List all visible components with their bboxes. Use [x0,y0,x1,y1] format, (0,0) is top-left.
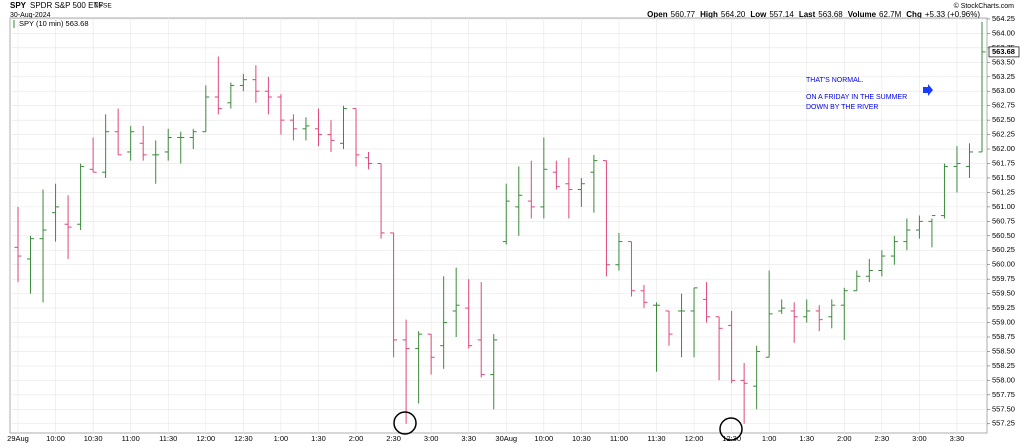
y-tick-label: 563.25 [992,72,1015,81]
y-tick-label: 559.50 [992,289,1015,298]
x-tick-label: 3:00 [424,434,439,443]
arrow [923,84,933,96]
x-tick-label: 11:00 [610,434,628,443]
quote-label: Last [799,10,816,19]
x-tick-label: 3:00 [912,434,927,443]
x-tick-label: 12:30 [722,434,741,443]
y-tick-label: 564.00 [992,28,1015,37]
circle-marker [719,417,743,441]
exchange: NYSE [94,3,112,10]
y-tick-label: 558.75 [992,332,1015,341]
x-tick-label: 2:00 [837,434,852,443]
quote-value: 563.68 [818,10,843,19]
quote-label: Low [750,10,767,19]
x-tick-label: 2:30 [875,434,890,443]
y-tick-label: 562.50 [992,115,1015,124]
quote: Open 560.77 High 564.20 Low 557.14 Last 563.68 V… [647,10,980,19]
x-tick-label: 1:00 [762,434,777,443]
y-tick-label: 559.00 [992,318,1015,327]
legend-label: SPY (10 min) 563.68 [19,19,89,28]
x-tick-label: 1:30 [799,434,814,443]
y-tick-label: 558.25 [992,361,1015,370]
x-tick-label: 10:30 [572,434,591,443]
y-tick-label: 560.00 [992,260,1015,269]
last-price-box [988,46,1020,58]
credit: © StockCharts.com [954,2,1015,10]
quote-value: 560.77 [671,10,696,19]
y-tick-label: 560.25 [992,245,1015,254]
y-tick-label: 560.75 [992,216,1015,225]
y-tick-label: 560.50 [992,231,1015,240]
quote-label: Open [647,10,668,19]
annotation: THAT'S NORMAL. [806,77,864,84]
quote-value: 564.20 [721,10,746,19]
x-tick-label: 12:30 [234,434,253,443]
x-tick-label: 29Aug [7,434,29,443]
quote-label: Volume [848,10,877,19]
x-tick-label: 2:00 [349,434,364,443]
x-tick-label: 30Aug [495,434,517,443]
symbol: SPY [10,1,27,10]
y-tick-label: 563.00 [992,86,1015,95]
annotation: DOWN BY THE RIVER [806,104,878,111]
y-tick-label: 561.00 [992,202,1015,211]
x-tick-label: 11:30 [647,434,665,443]
x-tick-label: 2:30 [386,434,401,443]
y-tick-label: 559.75 [992,274,1015,283]
x-tick-label: 12:00 [196,434,215,443]
x-tick-label: 11:00 [122,434,140,443]
y-tick-label: 557.25 [992,419,1015,428]
last-price-label: 563.68 [992,47,1015,56]
quote-value: 557.14 [769,10,794,19]
y-tick-label: 561.25 [992,187,1015,196]
x-tick-label: 12:00 [685,434,704,443]
date: 30-Aug-2024 [10,12,51,19]
y-tick-label: 562.00 [992,144,1015,153]
y-tick-label: 558.50 [992,346,1015,355]
y-tick-label: 562.75 [992,101,1015,110]
security-name: SPDR S&P 500 ETF [30,1,103,10]
y-tick-label: 558.00 [992,375,1015,384]
y-tick-label: 564.25 [992,14,1015,23]
x-tick-label: 10:30 [84,434,103,443]
quote-value: +5.33 (+0.96%) [925,10,980,19]
plot-frame [9,17,988,434]
y-tick-label: 561.75 [992,158,1015,167]
quote-label: High [700,10,718,19]
y-tick-label: 557.75 [992,390,1015,399]
y-tick-label: 562.25 [992,130,1015,139]
quote-value: 62.7M [879,10,902,19]
quote-label: Chg [906,10,922,19]
y-tick-label: 557.50 [992,404,1015,413]
y-tick-label: 559.25 [992,303,1015,312]
x-tick-label: 3:30 [950,434,965,443]
x-tick-label: 11:30 [159,434,177,443]
y-tick-label: 561.50 [992,173,1015,182]
x-tick-label: 3:30 [461,434,476,443]
x-tick-label: 10:00 [46,434,65,443]
x-tick-label: 1:30 [311,434,326,443]
circle-marker [393,411,417,435]
x-tick-label: 1:00 [274,434,289,443]
annotation: ON A FRIDAY IN THE SUMMER [806,94,907,101]
y-tick-label: 563.50 [992,57,1015,66]
x-tick-label: 10:00 [534,434,553,443]
